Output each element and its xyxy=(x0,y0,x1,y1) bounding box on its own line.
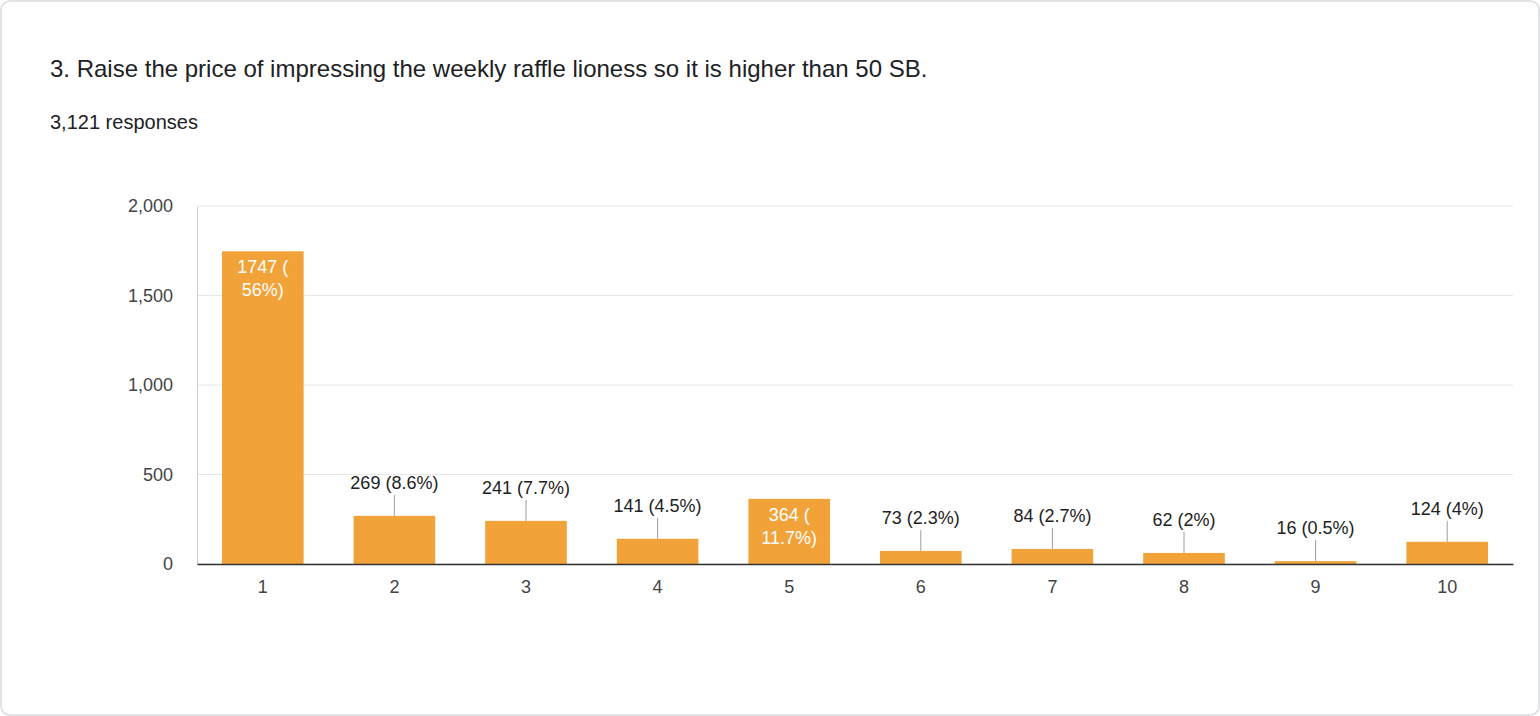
grid-line xyxy=(197,295,1513,296)
y-tick: 1,000 xyxy=(128,375,197,395)
bar xyxy=(354,516,436,564)
data-label: 84 (2.7%) xyxy=(1013,506,1091,526)
y-tick: 0 xyxy=(163,554,197,574)
x-tick: 5 xyxy=(784,577,794,597)
x-tick-label: 7 xyxy=(1047,577,1057,597)
bar xyxy=(1143,553,1225,564)
x-tick-label: 5 xyxy=(784,577,794,597)
y-tick: 2,000 xyxy=(128,196,197,216)
leader-line xyxy=(1315,540,1316,561)
y-axis: 0 500 1,000 1,500 2,000 xyxy=(128,196,198,574)
x-tick-label: 6 xyxy=(916,577,926,597)
bar xyxy=(1406,542,1488,564)
y-tick: 1,500 xyxy=(128,286,197,306)
x-tick: 2 xyxy=(389,577,399,597)
data-label: 62 (2%) xyxy=(1152,510,1215,530)
data-label: 364 (11.7%) xyxy=(761,505,817,548)
x-tick: 1 xyxy=(258,577,268,597)
leader-line xyxy=(920,530,921,551)
x-axis: 1 2 3 4 5 6 7 8 9 10 xyxy=(198,565,1514,597)
x-tick: 7 xyxy=(1047,577,1057,597)
bar xyxy=(748,499,830,564)
card xyxy=(1,1,1539,715)
x-tick: 9 xyxy=(1311,577,1321,597)
x-tick-label: 1 xyxy=(258,577,268,597)
x-tick: 10 xyxy=(1437,577,1457,597)
data-label: 141 (4.5%) xyxy=(614,496,702,516)
leader-line xyxy=(394,495,395,516)
y-tick-label: 0 xyxy=(163,554,173,574)
y-tick-label: 2,000 xyxy=(128,196,173,216)
bar xyxy=(880,551,962,564)
data-labels: 1747 (56%) 269 (8.6%) 241 (7.7%) 141 (4.5%)… xyxy=(237,257,1483,561)
y-tick-label: 1,500 xyxy=(128,286,173,306)
grid xyxy=(197,206,1513,564)
x-tick-label: 4 xyxy=(653,577,663,597)
x-tick-label: 8 xyxy=(1179,577,1189,597)
leader-line xyxy=(657,518,658,539)
x-tick-label: 2 xyxy=(389,577,399,597)
data-label: 124 (4%) xyxy=(1411,499,1484,519)
bars xyxy=(222,251,1488,564)
x-tick: 4 xyxy=(653,577,663,597)
bar xyxy=(1012,549,1094,564)
title: 3. Raise the price of impressing the wee… xyxy=(50,55,927,82)
y-tick-label: 1,000 xyxy=(128,375,173,395)
bar xyxy=(1275,561,1357,564)
y-tick-label: 500 xyxy=(143,465,173,485)
x-tick: 3 xyxy=(521,577,531,597)
bar xyxy=(617,539,699,564)
x-tick: 6 xyxy=(916,577,926,597)
data-label: 241 (7.7%) xyxy=(482,478,570,498)
x-tick-label: 3 xyxy=(521,577,531,597)
data-label: 1747 (56%) xyxy=(237,257,288,300)
leader-line xyxy=(526,500,527,521)
subtitle: 3,121 responses xyxy=(50,111,198,133)
data-label: 73 (2.3%) xyxy=(882,508,960,528)
grid-line xyxy=(197,385,1513,386)
y-axis-line xyxy=(197,207,198,565)
x-tick-label: 9 xyxy=(1311,577,1321,597)
x-tick-label: 10 xyxy=(1437,577,1457,597)
x-tick: 8 xyxy=(1179,577,1189,597)
leader-line xyxy=(1447,521,1448,542)
data-label: 269 (8.6%) xyxy=(350,473,438,493)
grid-line xyxy=(197,206,1513,207)
leader-line xyxy=(1184,532,1185,553)
bar xyxy=(485,521,567,564)
bar xyxy=(222,251,304,564)
chart-svg: 3. Raise the price of impressing the wee… xyxy=(0,0,1540,716)
data-label: 16 (0.5%) xyxy=(1277,518,1355,538)
y-tick: 500 xyxy=(143,465,197,485)
x-axis-line xyxy=(198,564,1514,566)
leader-line xyxy=(1052,528,1053,549)
